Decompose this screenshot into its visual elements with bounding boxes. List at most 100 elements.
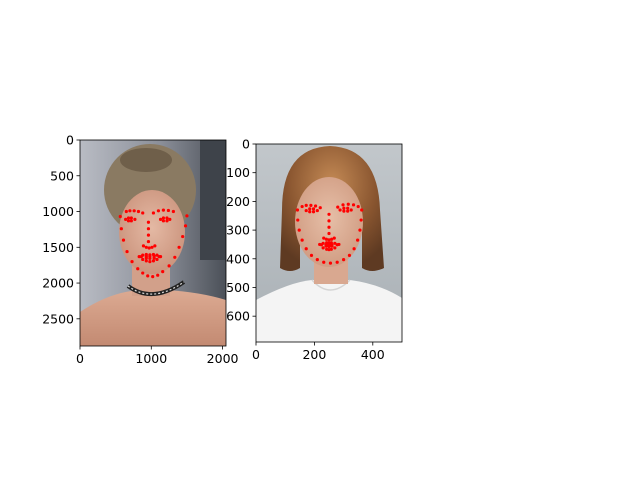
landmark-point bbox=[173, 255, 177, 259]
landmark-point bbox=[359, 218, 363, 222]
photo-right bbox=[256, 144, 402, 342]
landmark-point bbox=[335, 243, 339, 247]
landmark-point bbox=[171, 209, 175, 214]
landmark-point bbox=[146, 233, 151, 237]
landmark-point bbox=[136, 267, 140, 271]
y-tick-label: 600 bbox=[226, 309, 250, 324]
landmark-points-left bbox=[118, 208, 189, 279]
landmark-point bbox=[356, 238, 360, 242]
landmark-point bbox=[347, 253, 352, 257]
axes-frame-left bbox=[79, 139, 227, 347]
landmark-point bbox=[327, 231, 331, 236]
landmark-point bbox=[330, 237, 334, 241]
landmark-point bbox=[313, 204, 318, 208]
landmark-point bbox=[119, 227, 123, 231]
landmark-point bbox=[327, 225, 331, 229]
landmark-point bbox=[360, 208, 364, 212]
landmark-point bbox=[332, 236, 336, 240]
landmark-point bbox=[125, 249, 129, 254]
y-tick-label: 1500 bbox=[42, 240, 74, 255]
landmark-point bbox=[124, 217, 128, 221]
landmark-point bbox=[161, 219, 166, 223]
y-tick-label: 2000 bbox=[42, 276, 74, 291]
y-tick-label: 300 bbox=[226, 223, 250, 238]
landmark-point bbox=[118, 214, 122, 219]
landmark-point bbox=[342, 206, 346, 210]
landmark-point bbox=[166, 208, 170, 213]
landmark-point bbox=[146, 227, 151, 231]
landmark-point bbox=[126, 216, 131, 220]
landmark-point bbox=[333, 241, 337, 245]
landmark-point bbox=[141, 244, 146, 248]
landmark-point bbox=[161, 270, 165, 274]
landmark-point bbox=[297, 228, 301, 232]
landmark-point bbox=[327, 244, 331, 249]
landmark-point bbox=[322, 260, 326, 264]
landmark-point bbox=[185, 214, 189, 218]
y-tick-label: 1000 bbox=[42, 204, 74, 219]
landmark-point bbox=[124, 209, 128, 214]
landmark-point bbox=[121, 238, 126, 242]
landmark-point bbox=[351, 203, 356, 207]
landmark-point bbox=[327, 212, 331, 216]
landmark-point bbox=[148, 256, 152, 260]
y-tick-label: 500 bbox=[226, 280, 250, 295]
landmark-point bbox=[151, 259, 156, 263]
landmark-point bbox=[146, 239, 151, 244]
landmark-point bbox=[141, 271, 145, 275]
landmark-point bbox=[136, 209, 141, 214]
landmark-point bbox=[153, 244, 157, 248]
landmark-point bbox=[132, 209, 136, 213]
landmark-point bbox=[128, 209, 132, 213]
landmark-point bbox=[300, 238, 304, 242]
landmark-point bbox=[165, 219, 169, 223]
landmark-point bbox=[150, 245, 154, 249]
landmark-point bbox=[304, 203, 308, 208]
y-tick-label: 2500 bbox=[42, 311, 74, 326]
landmark-point bbox=[165, 216, 169, 220]
x-tick-label: 2000 bbox=[207, 351, 239, 366]
x-tick-label: 200 bbox=[302, 347, 326, 362]
landmark-point bbox=[318, 206, 322, 210]
landmark-point bbox=[183, 224, 188, 228]
landmark-point bbox=[156, 209, 161, 213]
landmark-point bbox=[352, 247, 356, 251]
landmark-point bbox=[311, 210, 316, 214]
y-tick-label: 200 bbox=[226, 194, 250, 209]
landmark-point bbox=[158, 217, 163, 221]
landmark-point bbox=[341, 203, 345, 207]
landmark-point bbox=[155, 257, 159, 262]
landmark-point bbox=[129, 216, 133, 220]
landmark-point bbox=[156, 273, 160, 277]
axes-frame-right bbox=[255, 143, 403, 343]
landmark-point bbox=[126, 219, 131, 223]
y-tick-label: 0 bbox=[66, 133, 74, 148]
landmark-point bbox=[346, 206, 350, 210]
landmark-point bbox=[342, 258, 346, 262]
landmark-point bbox=[146, 220, 151, 224]
landmark-point bbox=[319, 243, 324, 247]
landmark-point bbox=[129, 219, 133, 223]
landmark-point bbox=[356, 204, 360, 209]
landmark-point bbox=[309, 203, 313, 208]
landmark-point bbox=[161, 216, 166, 220]
landmark-point bbox=[327, 248, 331, 252]
landmark-point bbox=[167, 264, 171, 268]
landmark-point bbox=[133, 217, 137, 221]
landmark-point bbox=[304, 208, 308, 213]
landmark-point bbox=[309, 253, 314, 257]
landmark-point bbox=[144, 259, 148, 263]
photo-left bbox=[80, 140, 226, 346]
landmark-point bbox=[315, 208, 319, 213]
landmark-point bbox=[157, 254, 161, 259]
landmark-point bbox=[336, 205, 340, 209]
y-tick-label: 100 bbox=[226, 165, 250, 180]
landmark-point bbox=[349, 208, 353, 212]
landmark-point bbox=[358, 228, 362, 232]
landmark-point bbox=[141, 257, 145, 262]
landmark-point bbox=[311, 207, 316, 211]
y-tick-label: 400 bbox=[226, 251, 250, 266]
landmark-point bbox=[315, 258, 319, 262]
axis-ticks-right: 0 200 400 0 100 200 300 400 500 600 bbox=[226, 137, 385, 363]
x-tick-label: 0 bbox=[76, 351, 84, 366]
